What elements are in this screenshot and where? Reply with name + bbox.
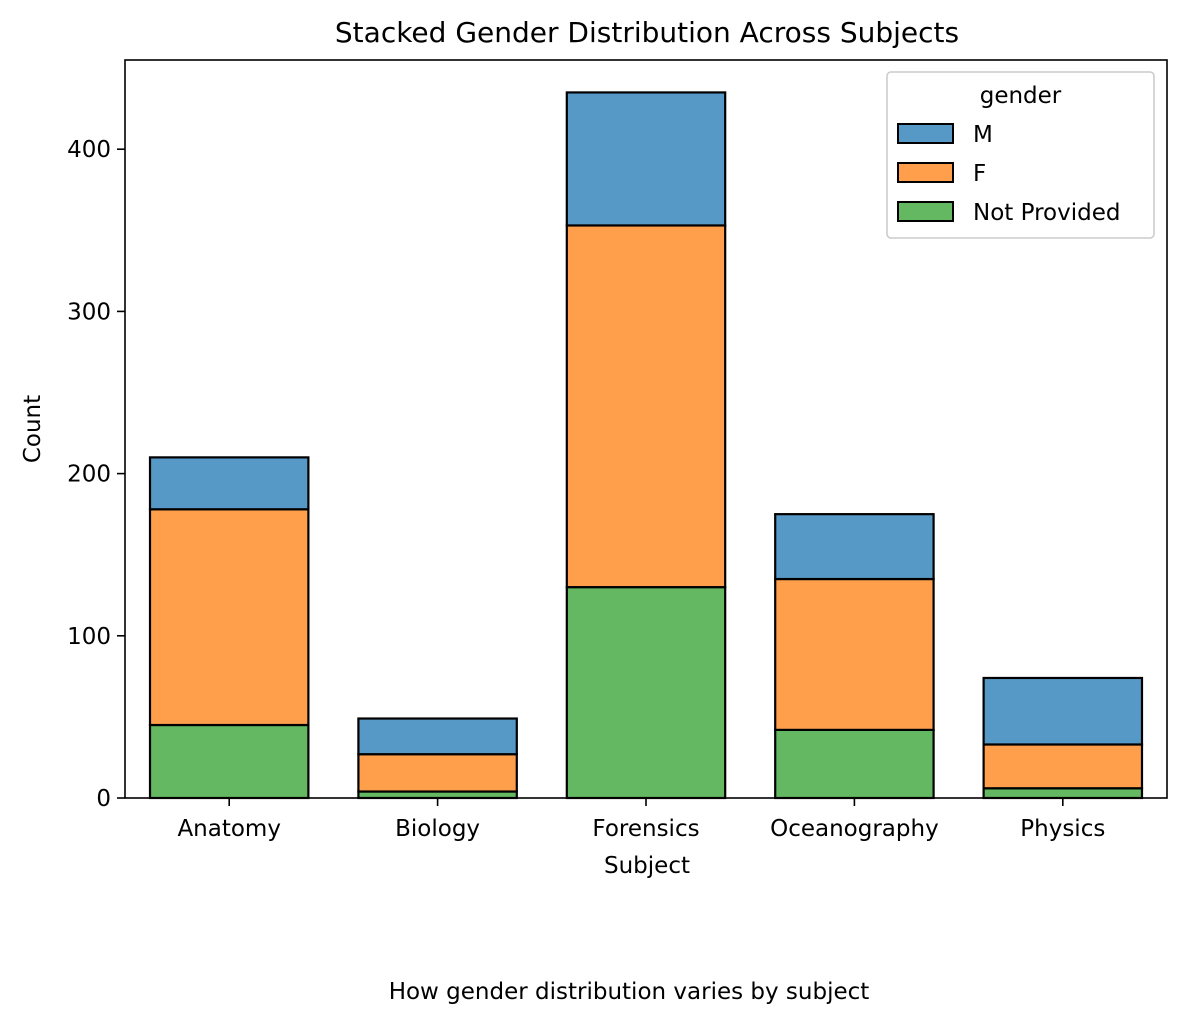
legend-swatch-not-provided	[897, 201, 954, 222]
y-tick-label: 0	[96, 786, 111, 812]
legend-box	[886, 71, 1155, 239]
bar-biology-m	[357, 717, 518, 756]
y-tick-label: 200	[67, 462, 111, 488]
chart-title: Stacked Gender Distribution Across Subje…	[335, 16, 959, 49]
bar-oceanography-f	[774, 577, 935, 731]
bar-forensics-f	[565, 224, 727, 589]
plot-area: 0 100 200 300 400 Anatomy Biology Forensics Ocea…	[67, 59, 1168, 842]
x-tick-label-anatomy: Anatomy	[177, 816, 281, 842]
y-tick-label: 300	[67, 299, 111, 325]
chart-caption: How gender distribution varies by subjec…	[389, 979, 870, 1005]
x-tick-label-forensics: Forensics	[592, 816, 699, 842]
bar-physics-not-provided	[982, 787, 1144, 800]
legend-title: gender	[980, 83, 1062, 109]
bar-anatomy-m	[148, 456, 310, 511]
bar-forensics-not-provided	[565, 586, 727, 800]
y-axis-label: Count	[20, 395, 46, 463]
legend-label-not-provided: Not Provided	[973, 200, 1120, 226]
x-axis-label: Subject	[604, 853, 690, 879]
y-tick-label: 400	[67, 137, 111, 163]
x-tick-label-oceanography: Oceanography	[770, 816, 939, 842]
bar-anatomy-f	[148, 508, 310, 727]
x-tick-label-physics: Physics	[1020, 816, 1105, 842]
y-tick-label: 100	[67, 624, 111, 650]
x-tick-label-biology: Biology	[395, 816, 480, 842]
legend-label-m: M	[973, 122, 993, 148]
bar-physics-m	[982, 676, 1144, 746]
legend-swatch-f	[897, 162, 954, 183]
bar-biology-f	[357, 753, 518, 793]
bar-physics-f	[982, 743, 1144, 790]
legend-swatch-m	[897, 123, 954, 144]
bar-oceanography-m	[774, 513, 935, 581]
bar-anatomy-not-provided	[148, 723, 310, 800]
bar-oceanography-not-provided	[774, 728, 935, 800]
legend: gender MF Not Provided	[886, 71, 1155, 239]
bar-forensics-m	[565, 91, 727, 227]
legend-label-f: F	[973, 161, 986, 187]
